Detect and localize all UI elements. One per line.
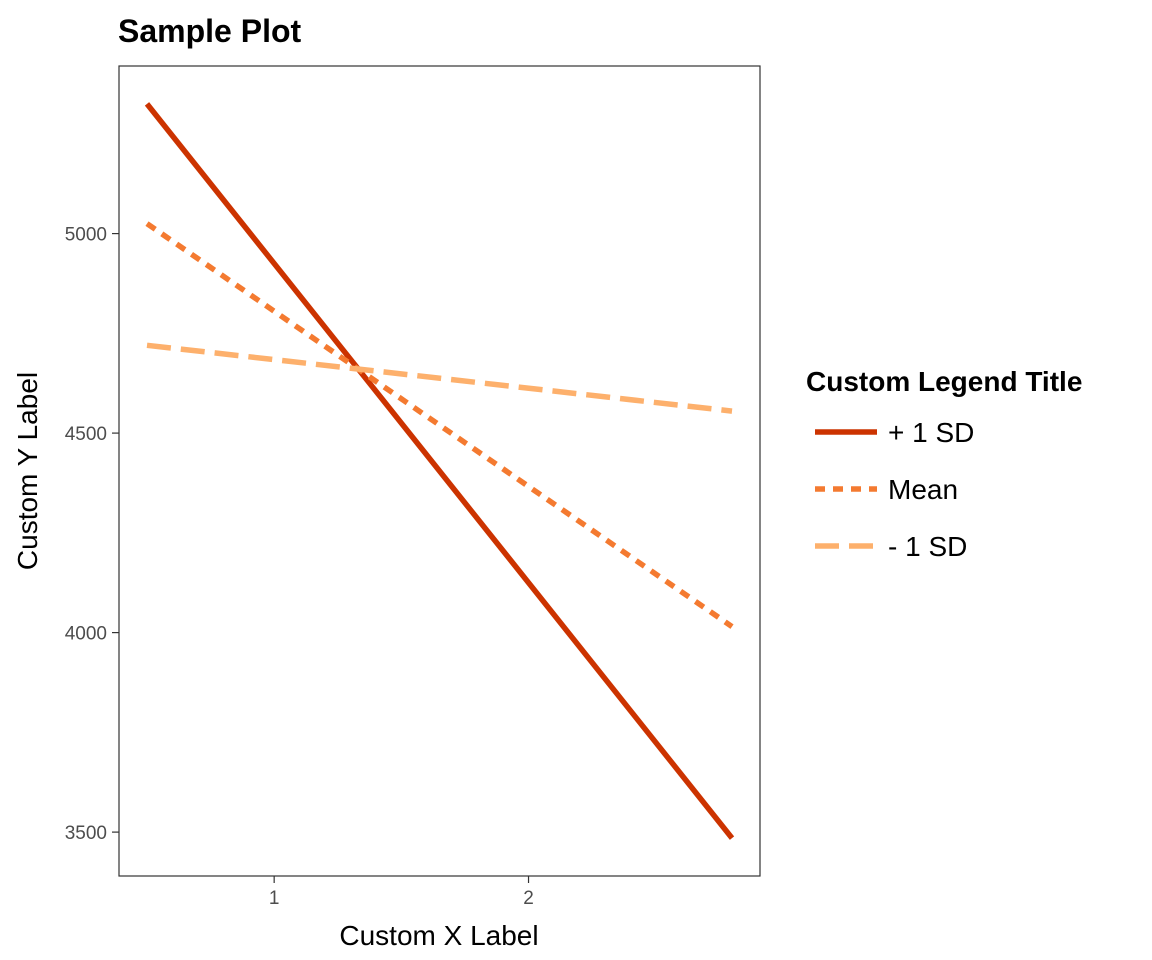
chart-title: Sample Plot xyxy=(118,13,302,49)
series-layer xyxy=(144,102,735,840)
y-tick-label: 5000 xyxy=(65,225,107,246)
legend-title: Custom Legend Title xyxy=(806,366,1082,397)
series-line-0 xyxy=(144,102,735,840)
legend-label-2: - 1 SD xyxy=(888,531,967,562)
plot-panel-border xyxy=(118,65,761,877)
y-tick-label: 4000 xyxy=(65,624,107,645)
legend-label-0: + 1 SD xyxy=(888,417,974,448)
series-line-1 xyxy=(145,221,734,629)
x-tick-label: 2 xyxy=(523,888,534,909)
x-axis-title: Custom X Label xyxy=(339,920,538,951)
y-axis-title: Custom Y Label xyxy=(12,372,43,570)
y-tick-label: 3500 xyxy=(65,823,107,844)
legend-label-1: Mean xyxy=(888,474,958,505)
legend: Custom Legend Title + 1 SD Mean - 1 SD xyxy=(806,366,1082,562)
y-tick-label: 4500 xyxy=(65,424,107,445)
y-axis: 3500 4000 4500 5000 xyxy=(65,225,119,844)
x-tick-label: 1 xyxy=(269,888,280,909)
series-line-2 xyxy=(146,342,733,414)
